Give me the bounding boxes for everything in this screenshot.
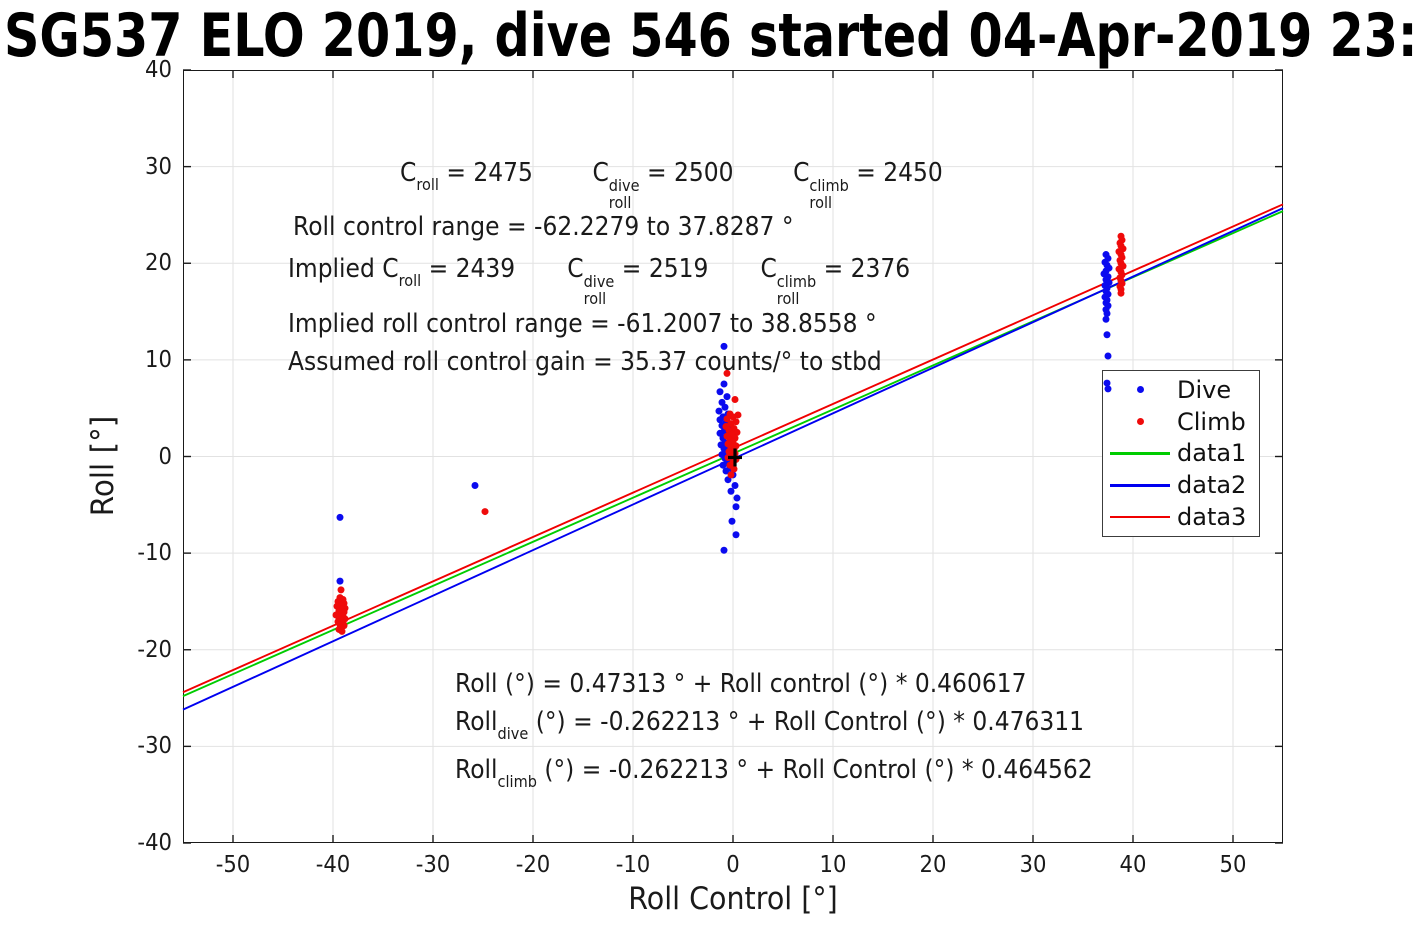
x-tick-label: 10 — [819, 852, 847, 878]
text-run: Roll — [455, 707, 498, 737]
text-run: Implied roll control range = -61.2007 to… — [288, 309, 877, 339]
figure-title: SG537 ELO 2019, dive 546 started 04-Apr-… — [4, 1, 1417, 71]
y-tick-label: -30 — [137, 733, 172, 760]
equation-roll-fit: Roll (°) = 0.47313 ° + Roll control (°) … — [455, 667, 1027, 701]
text-run: C — [400, 158, 417, 188]
text-run: (°) = -0.262213 ° + Roll Control (°) * 0… — [536, 755, 1093, 785]
text-run: C — [567, 254, 584, 284]
equation-roll-dive-fit: Rolldive (°) = -0.262213 ° + Roll Contro… — [455, 705, 1084, 742]
legend-label: Climb — [1177, 407, 1246, 436]
text-run: Roll — [455, 755, 498, 785]
legend-line-marker — [1103, 452, 1177, 455]
x-tick-label: 40 — [1119, 852, 1147, 878]
sup-sub-group: dive roll — [583, 271, 615, 308]
x-tick-label: 0 — [726, 852, 740, 878]
text-run: Roll (°) = 0.47313 ° + Roll control (°) … — [455, 669, 1027, 699]
legend-entry-climb: Climb — [1103, 407, 1259, 437]
subscript: dive — [497, 723, 529, 743]
text-run: = 2500 — [639, 158, 794, 188]
text-run: = 2450 — [848, 158, 943, 188]
y-tick-label: 30 — [145, 153, 172, 180]
x-tick-label: -30 — [415, 852, 451, 878]
text-run: = 2475 — [438, 158, 593, 188]
x-tick-label: -20 — [515, 852, 551, 878]
legend-entry-data3: data3 — [1103, 502, 1259, 532]
legend-box: Dive Climb data1 data2 data3 — [1102, 370, 1260, 537]
legend-marker-shape — [1110, 515, 1170, 519]
text-run: Roll control range = -62.2279 to 37.8287… — [293, 212, 794, 242]
x-tick-label: 50 — [1219, 852, 1247, 878]
x-tick-label: -10 — [615, 852, 651, 878]
text-run: = 2519 — [614, 254, 761, 284]
text-run: Implied C — [288, 254, 399, 284]
y-tick-label: 20 — [145, 250, 172, 277]
legend-dot-marker — [1103, 386, 1177, 394]
equation-roll-climb-fit: Rollclimb (°) = -0.262213 ° + Roll Contr… — [455, 753, 1093, 790]
sup-sub-group: climb roll — [809, 175, 849, 212]
x-tick-label: -50 — [215, 852, 251, 878]
sup-sub-group: climb roll — [776, 271, 817, 308]
y-tick-label: -20 — [137, 636, 172, 663]
x-tick-label: -40 — [315, 852, 351, 878]
x-tick-label: 20 — [919, 852, 947, 878]
text-run: C — [760, 254, 777, 284]
legend-label: data3 — [1177, 503, 1247, 532]
legend-label: data2 — [1177, 471, 1247, 500]
legend-line-marker — [1103, 484, 1177, 487]
subscript: roll — [398, 270, 422, 290]
y-tick-label: -10 — [137, 540, 172, 567]
text-run: = 2376 — [816, 254, 911, 284]
annotation-implied-range: Implied roll control range = -61.2007 to… — [288, 307, 877, 341]
y-tick-label: 10 — [145, 346, 172, 373]
legend-marker-shape — [1110, 484, 1170, 487]
text-run: = 2439 — [421, 254, 568, 284]
legend-label: data1 — [1177, 439, 1247, 468]
y-tick-label: 40 — [145, 57, 172, 83]
y-tick-label: -40 — [137, 830, 172, 856]
legend-entry-data1: data1 — [1103, 438, 1259, 468]
legend-marker-shape — [1136, 386, 1144, 394]
y-axis-label: Roll [°] — [85, 415, 121, 517]
legend-dot-marker — [1103, 418, 1177, 426]
legend-entry-data2: data2 — [1103, 470, 1259, 500]
annotation-assumed-gain: Assumed roll control gain = 35.37 counts… — [288, 345, 882, 379]
text-run: Assumed roll control gain = 35.37 counts… — [288, 347, 882, 377]
y-tick-label: 0 — [158, 443, 172, 470]
text-run: (°) = -0.262213 ° + Roll Control (°) * 0… — [528, 707, 1085, 737]
legend-marker-shape — [1110, 452, 1170, 455]
annotation-roll-control-range: Roll control range = -62.2279 to 37.8287… — [293, 210, 794, 244]
legend-entry-dive: Dive — [1103, 375, 1259, 405]
legend-label: Dive — [1177, 375, 1232, 404]
legend-line-marker — [1103, 515, 1177, 519]
subscript: climb — [497, 771, 537, 791]
x-axis-label: Roll Control [°] — [628, 881, 838, 917]
text-run: C — [793, 158, 810, 188]
legend-marker-shape — [1136, 418, 1144, 426]
x-tick-label: 30 — [1019, 852, 1047, 878]
subscript: roll — [416, 174, 439, 194]
sup-sub-group: dive roll — [608, 175, 640, 212]
text-run: C — [592, 158, 609, 188]
